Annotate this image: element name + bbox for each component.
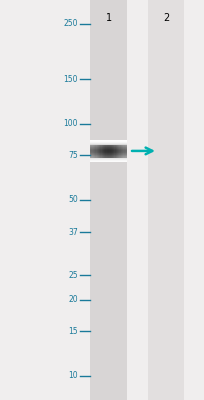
Bar [100, 144, 101, 158]
Text: 50: 50 [68, 195, 78, 204]
Text: 100: 100 [63, 119, 78, 128]
Bar [105, 144, 106, 158]
Bar [119, 144, 120, 158]
Text: 10: 10 [68, 371, 78, 380]
Bar [97, 144, 99, 158]
Bar [109, 144, 110, 158]
Bar [113, 144, 114, 158]
Bar [118, 144, 119, 158]
Bar [108, 144, 109, 158]
Bar [106, 144, 108, 158]
Bar [101, 144, 102, 158]
Bar [91, 144, 92, 158]
Text: 25: 25 [68, 271, 78, 280]
Bar [120, 144, 121, 158]
Bar [94, 144, 95, 158]
Bar [102, 144, 104, 158]
Bar [111, 144, 113, 158]
Bar [95, 144, 96, 158]
Bar [147, 0, 184, 400]
Bar [90, 0, 126, 400]
Text: 150: 150 [63, 75, 78, 84]
Bar [123, 144, 124, 158]
Bar [92, 144, 94, 158]
Bar [90, 161, 126, 162]
Text: 250: 250 [63, 19, 78, 28]
Bar [90, 159, 126, 160]
Text: 2: 2 [162, 13, 168, 23]
Bar [96, 144, 97, 158]
Bar [90, 160, 126, 161]
Bar [115, 144, 116, 158]
Bar [104, 144, 105, 158]
Text: 20: 20 [68, 295, 78, 304]
Text: 37: 37 [68, 228, 78, 237]
Bar [116, 144, 118, 158]
Bar [90, 144, 91, 158]
Text: 15: 15 [68, 327, 78, 336]
Text: 1: 1 [105, 13, 111, 23]
Bar [99, 144, 100, 158]
Bar [114, 144, 115, 158]
Bar [110, 144, 111, 158]
Text: 75: 75 [68, 151, 78, 160]
Bar [125, 144, 126, 158]
Bar [124, 144, 125, 158]
Bar [121, 144, 123, 158]
